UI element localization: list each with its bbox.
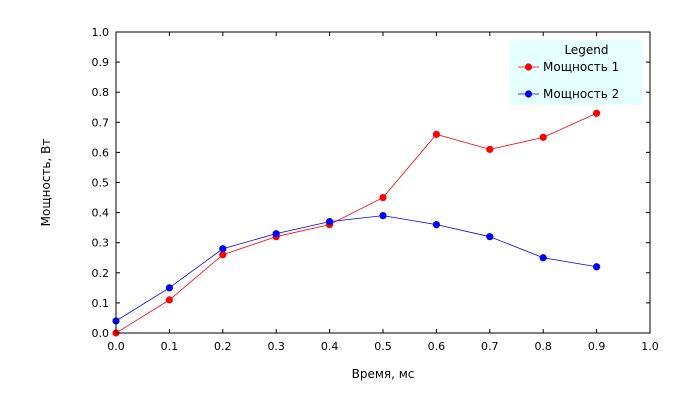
series-2-point bbox=[165, 284, 173, 292]
y-axis-title: Мощность, Вт bbox=[39, 139, 53, 227]
x-tick-label: 1.0 bbox=[641, 340, 659, 353]
series-2 bbox=[112, 212, 601, 325]
series-2-point bbox=[272, 230, 280, 238]
series-1-point bbox=[165, 296, 173, 304]
legend-marker-2 bbox=[524, 90, 533, 98]
y-tick-label: 0.8 bbox=[92, 86, 110, 99]
series-1-point bbox=[432, 130, 440, 138]
y-tick-label: 1.0 bbox=[92, 26, 110, 39]
series-2-point bbox=[539, 254, 547, 262]
x-tick-label: 0.2 bbox=[214, 340, 232, 353]
y-tick-label: 0.4 bbox=[92, 207, 110, 220]
series-2-point bbox=[326, 218, 334, 226]
y-tick-label: 0.6 bbox=[92, 146, 110, 159]
y-tick-label: 0.7 bbox=[92, 116, 110, 129]
series-2-point bbox=[432, 221, 440, 229]
legend-label-2: Мощность 2 bbox=[543, 87, 619, 101]
legend-label-1: Мощность 1 bbox=[543, 60, 619, 74]
x-tick-label: 0.9 bbox=[588, 340, 606, 353]
series-layer bbox=[112, 109, 601, 337]
legend: Legend Мощность 1 Мощность 2 bbox=[509, 40, 642, 105]
axis-ticks: 0.0 0.1 0.2 0.3 0.4 0.5 0.6 0.7 0.8 0.9 1.0 0.0 0.1 0… bbox=[92, 26, 659, 353]
x-tick-label: 0.1 bbox=[161, 340, 179, 353]
y-tick-label: 0.3 bbox=[92, 237, 110, 250]
x-tick-label: 0.8 bbox=[534, 340, 552, 353]
x-tick-label: 0.7 bbox=[481, 340, 499, 353]
series-1-point bbox=[539, 133, 547, 141]
y-tick-label: 0.0 bbox=[92, 327, 110, 340]
series-1-line bbox=[115, 112, 597, 334]
x-tick-label: 0.6 bbox=[428, 340, 446, 353]
y-tick-label: 0.9 bbox=[92, 56, 110, 69]
series-1 bbox=[112, 109, 601, 337]
series-2-point bbox=[379, 212, 387, 220]
series-1-point bbox=[219, 251, 227, 259]
x-tick-label: 0.0 bbox=[107, 340, 125, 353]
series-2-point bbox=[486, 233, 494, 241]
series-1-point bbox=[486, 145, 494, 153]
legend-title: Legend bbox=[564, 43, 608, 57]
y-tick-label: 0.1 bbox=[92, 297, 110, 310]
x-tick-label: 0.5 bbox=[374, 340, 392, 353]
series-2-line bbox=[115, 215, 597, 322]
series-2-point bbox=[593, 263, 601, 271]
series-2-point bbox=[219, 245, 227, 253]
y-tick-label: 0.5 bbox=[92, 177, 110, 190]
y-tick-label: 0.2 bbox=[92, 267, 110, 280]
legend-marker-1 bbox=[524, 63, 533, 71]
x-tick-label: 0.4 bbox=[321, 340, 339, 353]
x-axis-title: Время, мс bbox=[352, 367, 415, 381]
series-1-point bbox=[593, 109, 601, 117]
x-tick-label: 0.3 bbox=[267, 340, 285, 353]
series-1-point bbox=[379, 193, 387, 202]
